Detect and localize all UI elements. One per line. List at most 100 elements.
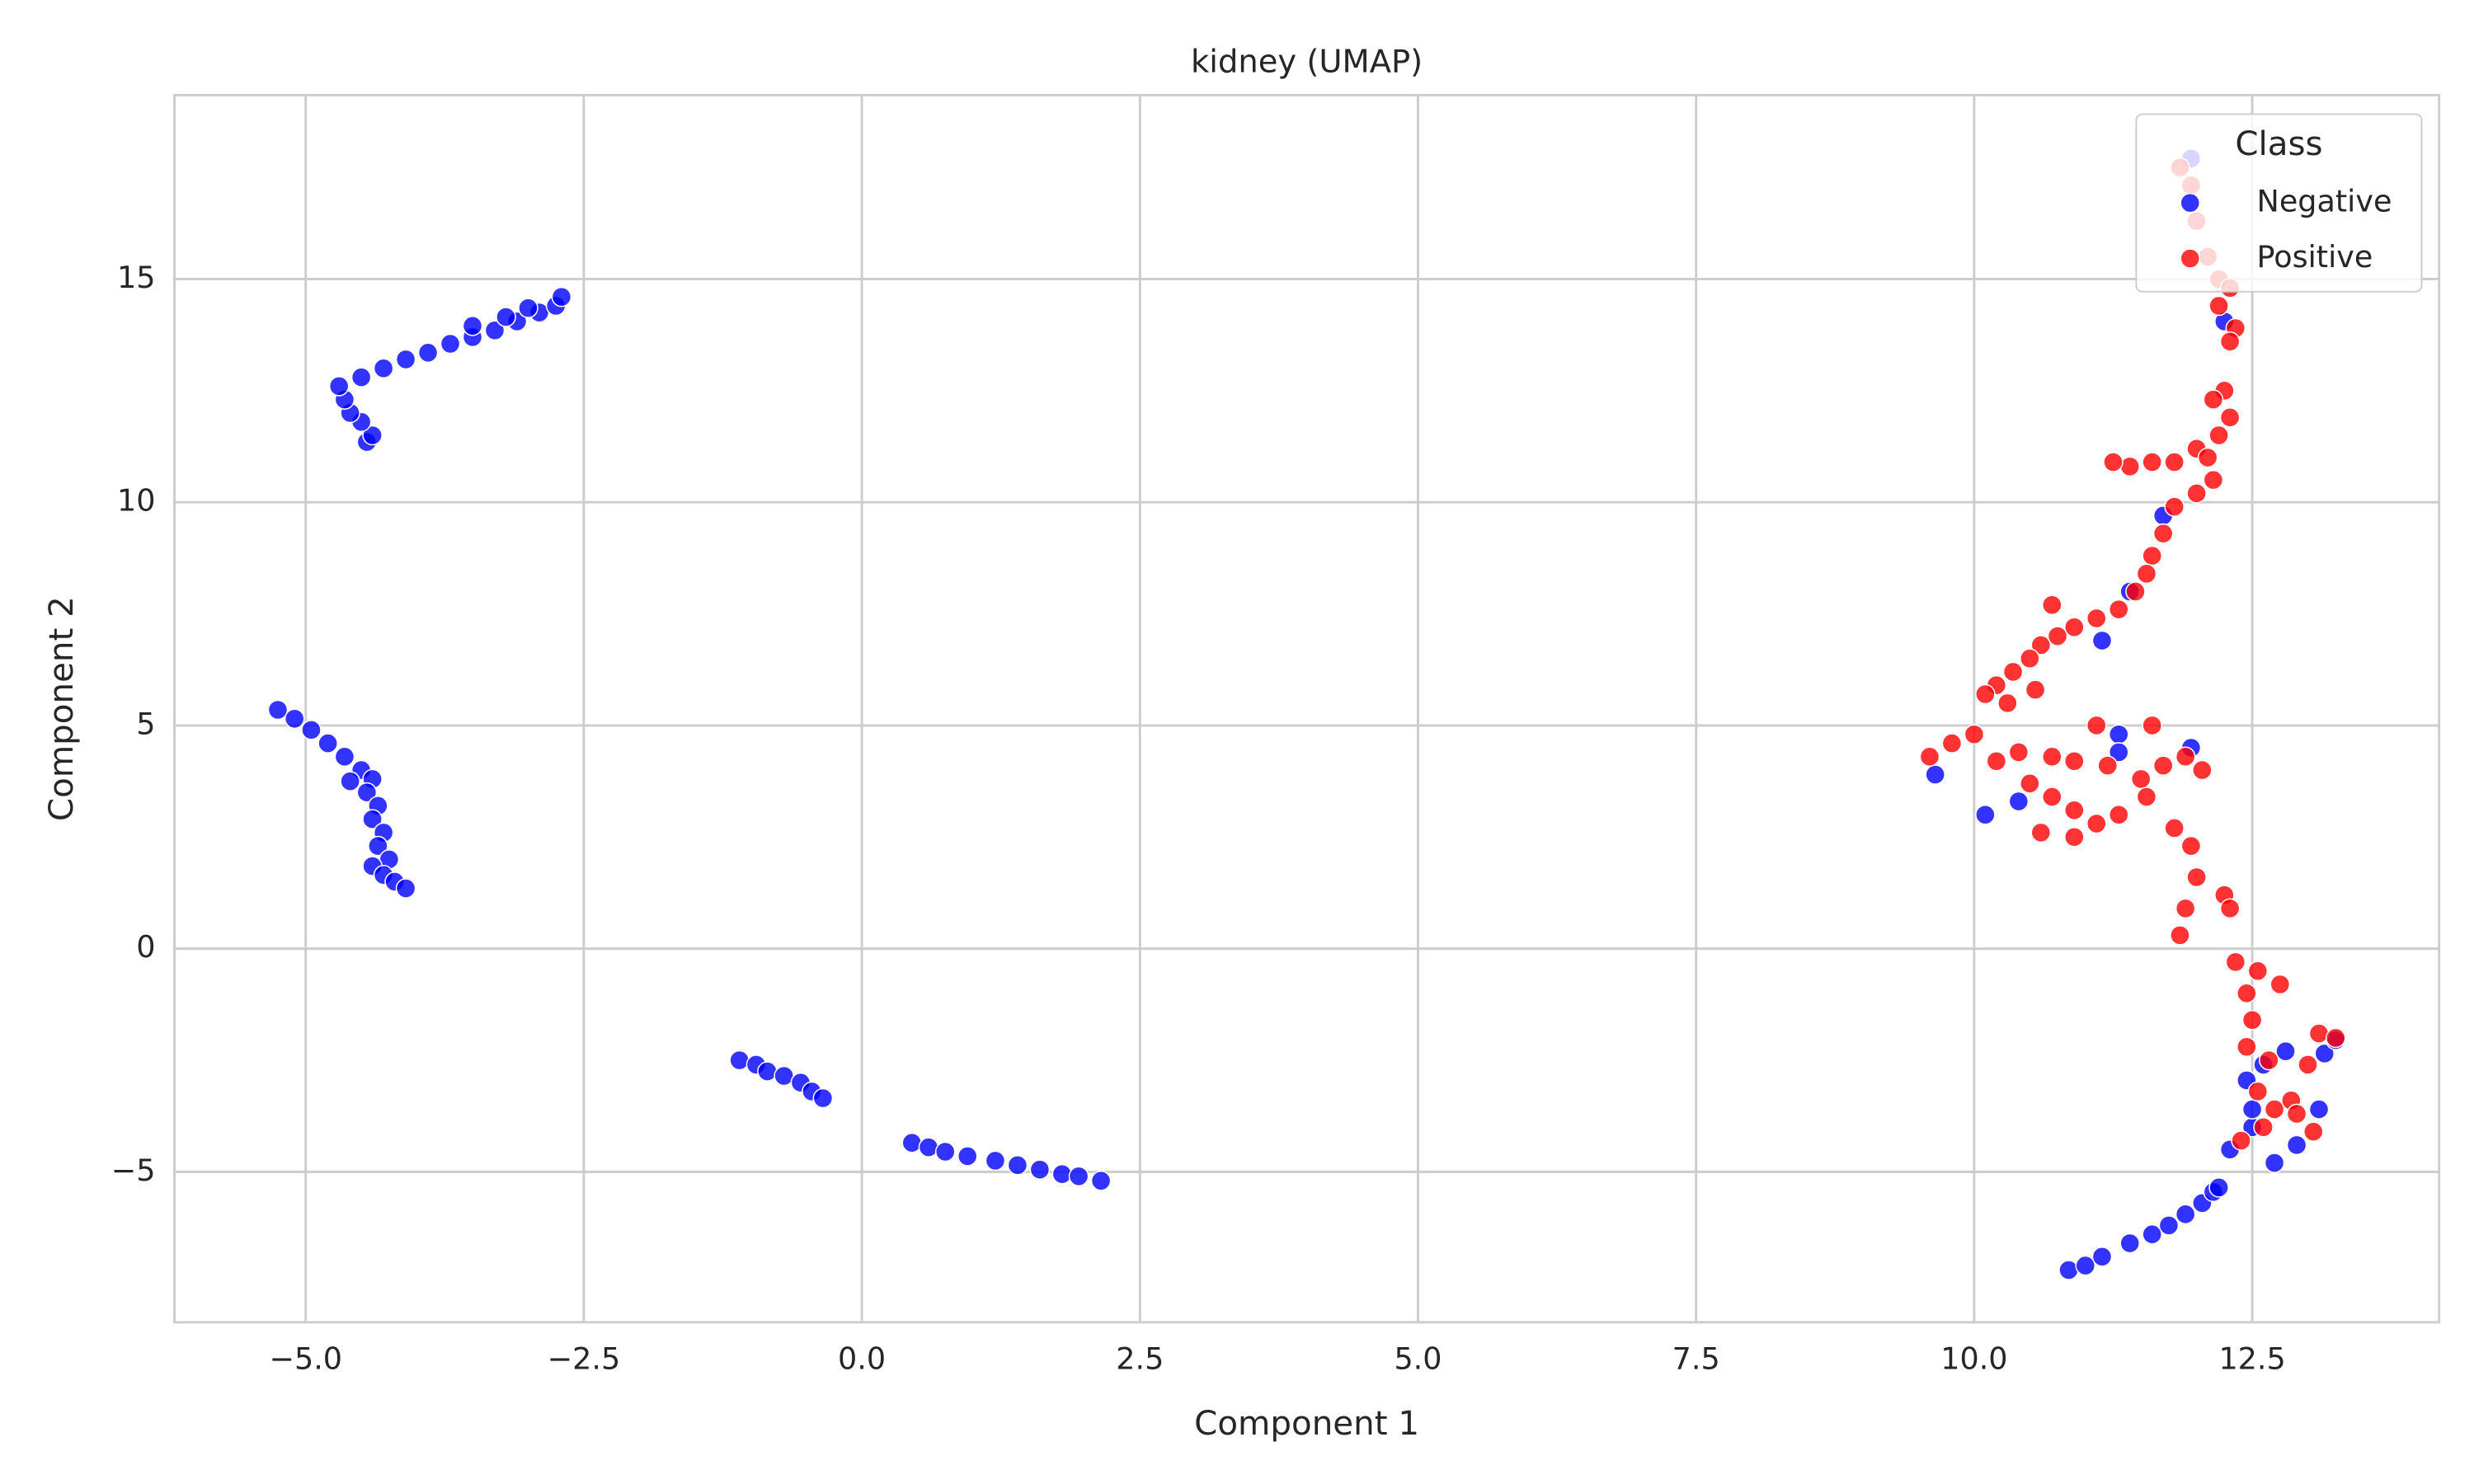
point [2308, 1099, 2330, 1120]
point [2047, 626, 2068, 646]
point [2164, 496, 2185, 517]
point [317, 733, 338, 754]
point [1919, 746, 1940, 768]
point [2197, 447, 2218, 468]
point [2020, 648, 2040, 669]
point [395, 878, 416, 899]
point [1975, 804, 1996, 825]
point [2063, 617, 2085, 638]
point [462, 316, 483, 336]
point [1964, 724, 1985, 745]
point [1068, 1166, 1089, 1187]
y-tick-label: 0 [136, 929, 155, 965]
point [2241, 1009, 2263, 1031]
point [368, 835, 388, 857]
grid [174, 95, 2439, 1322]
point [2075, 1255, 2096, 1276]
point [2002, 661, 2024, 683]
point [2108, 599, 2129, 620]
point [2264, 1099, 2285, 1120]
point [2259, 1050, 2279, 1071]
point [1986, 750, 2007, 772]
point [2208, 1177, 2229, 1198]
point [2164, 452, 2185, 472]
point [2030, 822, 2052, 843]
x-tick-label: 12.5 [2218, 1341, 2285, 1377]
point [2302, 1121, 2324, 1142]
x-tick-label: 7.5 [1672, 1341, 1720, 1377]
point [2175, 746, 2196, 768]
point [551, 286, 572, 308]
y-tick-label: 5 [136, 706, 155, 741]
point [2008, 791, 2030, 812]
point [334, 746, 355, 768]
point [1997, 693, 2018, 714]
x-tick-label: 2.5 [1116, 1341, 1164, 1377]
point [2152, 523, 2174, 544]
point [2164, 818, 2185, 838]
point [484, 320, 506, 341]
point [2108, 742, 2129, 763]
point [957, 1146, 978, 1167]
y-tick-label: 15 [117, 260, 155, 295]
point [2086, 813, 2107, 834]
point [2231, 1130, 2251, 1151]
point [1090, 1170, 1112, 1191]
point [2042, 746, 2062, 768]
point [356, 782, 378, 803]
x-tick-label: 5.0 [1394, 1341, 1442, 1377]
point [2247, 1081, 2269, 1102]
point [812, 1087, 834, 1109]
point [2125, 581, 2146, 602]
point [2219, 407, 2241, 428]
point [2314, 1043, 2335, 1064]
point [2086, 715, 2107, 736]
plot-frame [173, 93, 2441, 1324]
point [2142, 1223, 2163, 1245]
point [2175, 898, 2196, 919]
point [362, 425, 383, 446]
point [2058, 1260, 2079, 1280]
legend-label: Positive [2257, 239, 2373, 275]
point [1029, 1159, 1051, 1180]
point [2108, 724, 2129, 745]
legend-title: Class [2235, 124, 2322, 163]
point [518, 298, 539, 318]
point [2180, 835, 2202, 857]
legend-marker [2180, 192, 2201, 214]
x-axis-label: Component 1 [1194, 1404, 1419, 1443]
point [985, 1150, 1006, 1172]
point [2119, 456, 2141, 477]
point [2175, 1204, 2196, 1225]
point [284, 708, 305, 730]
point [2253, 1116, 2274, 1138]
x-tick-label: −2.5 [548, 1341, 621, 1377]
point [2020, 773, 2040, 794]
legend: Class Negative Positive [2135, 113, 2423, 293]
point [2091, 1246, 2113, 1267]
point [328, 376, 350, 397]
chart-title: kidney (UMAP) [1191, 43, 1423, 80]
point [2186, 866, 2207, 888]
point [2219, 898, 2241, 919]
x-tick-label: 0.0 [838, 1341, 886, 1377]
point [757, 1061, 778, 1082]
point [2225, 951, 2246, 973]
point [267, 699, 289, 721]
point [350, 367, 372, 387]
point [2136, 787, 2157, 807]
point [2103, 452, 2124, 472]
y-tick-label: −5 [111, 1153, 156, 1188]
point [2203, 389, 2224, 410]
point [395, 349, 416, 370]
point [2236, 1036, 2257, 1058]
point [2186, 483, 2207, 504]
point [1925, 764, 1945, 785]
point [2025, 679, 2046, 700]
point [2142, 715, 2163, 736]
point [2108, 804, 2129, 825]
point [440, 333, 461, 355]
